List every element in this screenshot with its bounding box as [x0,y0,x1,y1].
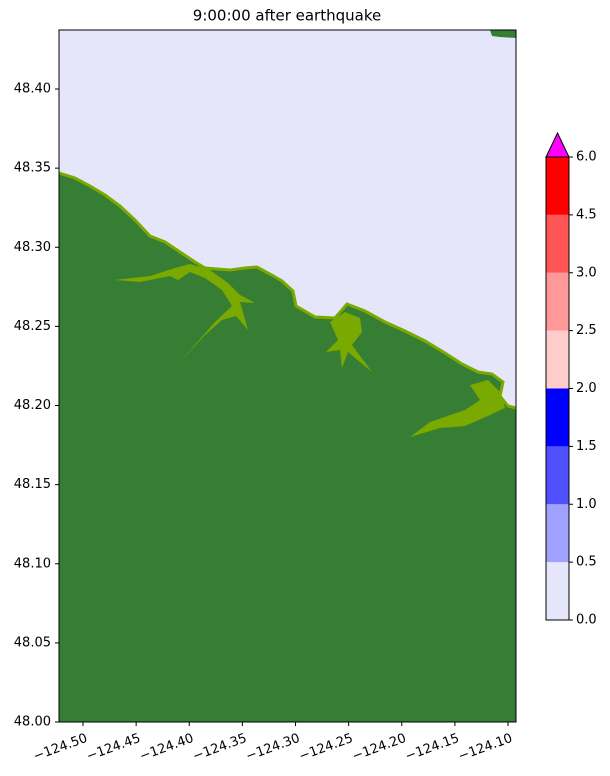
colorbar-tick-label: 0.0 [576,613,597,628]
inlet [326,312,372,372]
colorbar-tick-label: 3.0 [576,265,597,280]
colorbar-band [546,504,569,563]
x-tick-label: −124.50 [31,731,89,764]
inlet [115,264,255,362]
colorbar-band [546,157,569,215]
colorbar-band [546,446,569,505]
x-tick-label: −124.30 [244,731,302,764]
x-tick-label: −124.40 [138,731,196,764]
x-tick-label: −124.45 [85,731,143,764]
colorbar-band [546,272,569,331]
plot-frame [58,29,517,723]
coast-strip [58,171,517,410]
inlet [410,380,505,437]
y-tick-label: 48.30 [14,240,51,255]
y-tick-label: 48.05 [14,635,51,650]
y-tick-label: 48.20 [14,398,51,413]
colorbar-extend [545,131,570,158]
colorbar-band [546,330,569,389]
x-tick-label: −124.10 [456,731,514,764]
y-tick-label: 48.25 [14,319,51,334]
x-tick-label: −124.35 [191,731,249,764]
y-tick-label: 48.35 [14,161,51,176]
x-tick-label: −124.15 [403,731,461,764]
land [490,30,516,38]
colorbar-tick-label: 4.5 [576,207,597,222]
land [59,173,516,722]
colorbar-tick-label: 2.5 [576,323,597,338]
map [58,29,517,723]
colorbar-tick-label: 2.0 [576,381,597,396]
colorbar-band [546,388,569,447]
colorbar-band [546,562,569,620]
y-tick-label: 48.40 [14,82,51,97]
chart-title: 9:00:00 after earthquake [193,7,381,25]
x-tick-label: −124.25 [297,731,355,764]
colorbar-tick-label: 0.5 [576,555,597,570]
y-tick-label: 48.15 [14,477,51,492]
colorbar-tick-label: 1.5 [576,439,597,454]
colorbar-tick-label: 6.0 [576,150,597,165]
y-tick-label: 48.00 [14,715,51,730]
colorbar-tick-label: 1.0 [576,497,597,512]
y-tick-label: 48.10 [14,556,51,571]
x-tick-label: −124.20 [350,731,408,764]
colorbar-band [546,214,569,273]
